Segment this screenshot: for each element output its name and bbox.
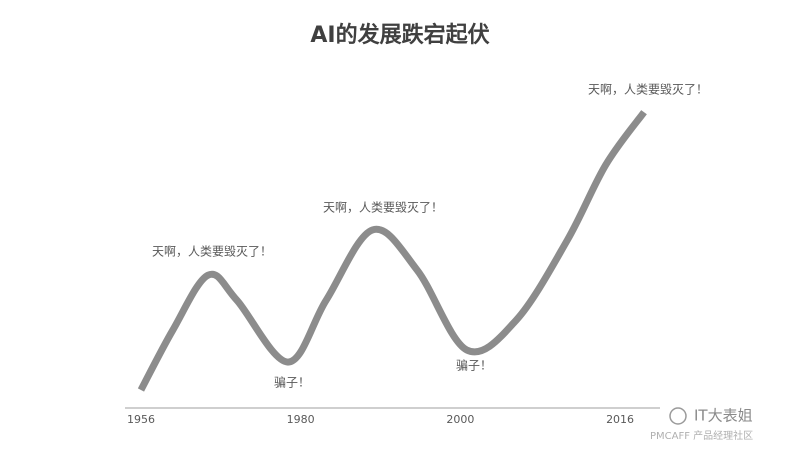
line-series	[137, 110, 647, 392]
watermark-icon	[669, 407, 687, 425]
annotation: 天啊，人类要毁灭了！	[588, 82, 708, 97]
annotation: 天啊，人类要毁灭了！	[152, 244, 272, 259]
x-tick-label: 1956	[127, 413, 155, 426]
x-tick-label: 2016	[606, 413, 634, 426]
annotation: 骗子！	[456, 358, 492, 373]
chart-title: AI的发展跌宕起伏	[310, 22, 489, 48]
watermark-name: IT大表姐	[694, 407, 753, 425]
watermark: IT大表姐 PMCAFF 产品经理社区	[650, 407, 753, 443]
x-tick-label: 2000	[446, 413, 474, 426]
watermark-source: PMCAFF 产品经理社区	[650, 429, 753, 442]
annotation: 骗子！	[274, 375, 310, 390]
x-tick-label: 1980	[287, 413, 315, 426]
annotation: 天啊，人类要毁灭了！	[323, 200, 443, 215]
